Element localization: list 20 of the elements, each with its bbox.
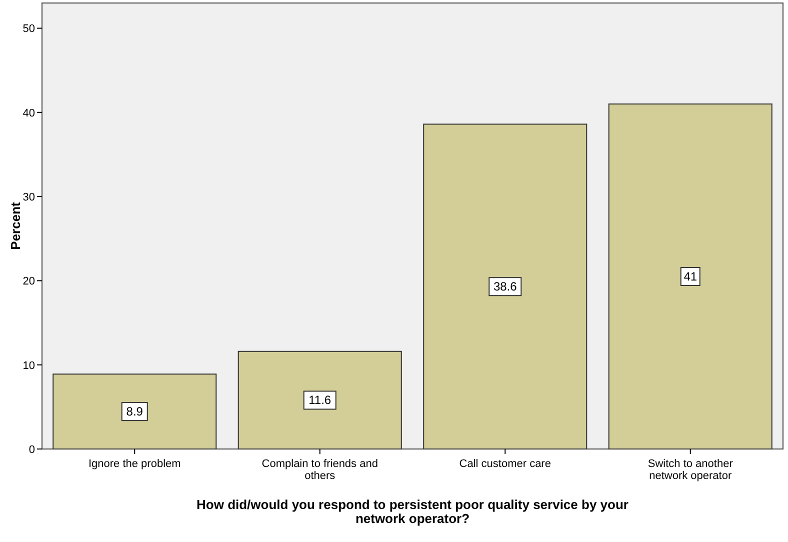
y-tick-label: 30: [22, 192, 35, 204]
y-axis-title: Percent: [8, 201, 23, 250]
bar: [238, 350, 402, 450]
bar: [423, 124, 588, 450]
bar: [52, 374, 217, 450]
x-axis-title: How did/would you respond to persistent poor quality service by your network operator?: [196, 497, 628, 526]
data-label: 38.6: [493, 280, 518, 294]
x-tick-label: Call customer care: [459, 458, 551, 470]
y-tick-label: 40: [22, 107, 35, 120]
x-tick-label: Complain to friends and others: [262, 458, 378, 482]
bar: [608, 103, 772, 450]
y-tick-label: 50: [22, 23, 35, 36]
y-tick-label: 10: [22, 360, 35, 372]
x-tick-label: Ignore the problem: [88, 458, 181, 470]
data-label: 41: [684, 269, 698, 284]
data-label: 11.6: [308, 393, 332, 408]
y-tick-label: 0: [28, 444, 35, 456]
data-label: 8.9: [126, 404, 144, 419]
y-tick-label: 20: [22, 276, 35, 288]
x-tick-label: Switch to another network operator: [648, 458, 734, 482]
